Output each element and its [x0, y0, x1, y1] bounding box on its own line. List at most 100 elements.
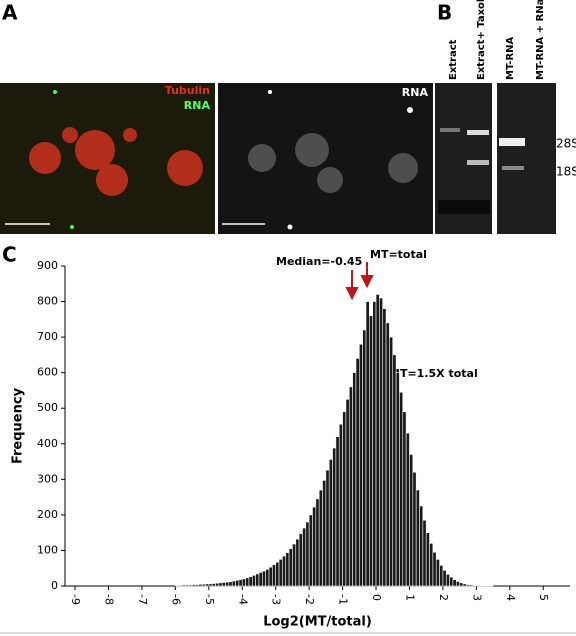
bar	[235, 580, 240, 587]
bar	[238, 579, 243, 587]
bar	[348, 386, 353, 587]
annotations: Median=-0.45 MT=total MT=1.5X total	[276, 248, 478, 380]
bar	[375, 294, 380, 587]
bar	[395, 372, 400, 587]
bar	[231, 580, 236, 587]
bar	[305, 521, 310, 587]
x-tick-label: 5	[537, 594, 550, 601]
panel-label: C	[2, 243, 17, 267]
rna-signal	[248, 133, 418, 193]
bar	[476, 584, 481, 587]
bar	[435, 559, 440, 587]
x-axis-title: Log2(MT/total)	[263, 615, 372, 630]
bar	[332, 447, 337, 587]
bar	[472, 584, 477, 587]
bar	[409, 454, 414, 587]
gel-band	[467, 160, 489, 165]
tubulin-signal	[29, 127, 203, 196]
bar	[412, 471, 417, 587]
x-tick-label: -6	[169, 594, 182, 605]
bar	[201, 583, 206, 587]
bar	[459, 582, 464, 587]
bar	[449, 576, 454, 587]
rna-dot	[53, 90, 57, 94]
bar	[466, 584, 470, 587]
bar	[385, 322, 390, 587]
bar	[221, 582, 226, 587]
y-tick-label: 200	[37, 508, 58, 521]
lane-label: Extract	[448, 39, 459, 80]
x-tick-label: -5	[203, 594, 216, 605]
bar	[248, 576, 253, 587]
bar	[352, 372, 357, 587]
bar	[188, 584, 193, 587]
bar	[419, 505, 424, 587]
bar	[255, 573, 260, 587]
x-tick-label: -8	[102, 594, 115, 605]
bar	[359, 343, 363, 587]
bar	[355, 358, 360, 587]
bar	[415, 489, 420, 587]
y-tick-label: 400	[37, 437, 58, 450]
bar	[399, 391, 404, 587]
panel-label: B	[437, 1, 452, 25]
x-tick-label: 3	[470, 594, 483, 601]
y-tick-label: 700	[37, 330, 58, 343]
y-tick-label: 900	[37, 259, 58, 272]
rna-dot	[268, 90, 272, 94]
bar	[181, 584, 186, 587]
bar	[178, 584, 183, 587]
bar	[272, 564, 276, 587]
panel-label: A	[2, 1, 18, 25]
bar	[302, 527, 307, 587]
bar	[362, 329, 367, 587]
bar	[325, 469, 330, 587]
bar	[318, 489, 323, 587]
image-label: Tubulin	[165, 84, 210, 97]
bar	[205, 583, 210, 587]
bar	[315, 498, 320, 587]
bar	[241, 578, 246, 587]
bar	[225, 581, 230, 587]
bar	[342, 411, 347, 587]
bar	[422, 519, 427, 587]
x-tick-label: 2	[437, 594, 450, 601]
annotation: Median=-0.45	[276, 255, 362, 268]
bar	[211, 583, 216, 587]
bar	[372, 301, 377, 587]
gel-band	[499, 138, 525, 146]
bar	[439, 565, 444, 587]
gel-image	[497, 83, 556, 234]
bar	[452, 579, 457, 587]
x-tick-label: -2	[303, 594, 316, 605]
bar	[335, 436, 340, 587]
bar	[285, 552, 290, 587]
bar	[278, 559, 283, 587]
bar	[292, 543, 297, 587]
band-label: 18S	[556, 165, 576, 179]
bar	[389, 336, 394, 587]
annotation: MT=1.5X total	[389, 367, 478, 380]
x-tick-label: -7	[136, 594, 149, 605]
y-tick-label: 500	[37, 401, 58, 414]
bar	[265, 568, 270, 587]
x-tick-label: -3	[270, 594, 283, 605]
bar	[455, 581, 460, 587]
bar	[245, 577, 250, 587]
bar	[338, 423, 343, 587]
bar	[175, 584, 180, 587]
bar	[405, 432, 410, 587]
bar	[191, 584, 196, 587]
bar	[432, 551, 437, 587]
bar	[308, 514, 313, 587]
gel-smear	[438, 200, 490, 214]
bar	[295, 538, 300, 587]
bar	[345, 399, 350, 587]
bar	[369, 315, 373, 587]
x-tick-label: 1	[403, 594, 416, 601]
y-tick-label: 600	[37, 366, 58, 379]
bar	[298, 533, 303, 587]
bar	[442, 570, 447, 587]
y-tick-label: 300	[37, 472, 58, 485]
